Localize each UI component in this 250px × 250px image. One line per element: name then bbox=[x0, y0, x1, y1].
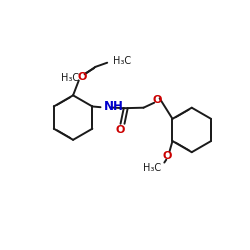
Text: NH: NH bbox=[104, 100, 124, 114]
Text: O: O bbox=[77, 72, 86, 82]
Text: H₃C: H₃C bbox=[61, 73, 79, 83]
Text: O: O bbox=[163, 151, 172, 161]
Text: O: O bbox=[116, 125, 125, 135]
Text: H₃C: H₃C bbox=[143, 163, 161, 173]
Text: H₃C: H₃C bbox=[113, 56, 131, 66]
Text: O: O bbox=[152, 95, 162, 105]
